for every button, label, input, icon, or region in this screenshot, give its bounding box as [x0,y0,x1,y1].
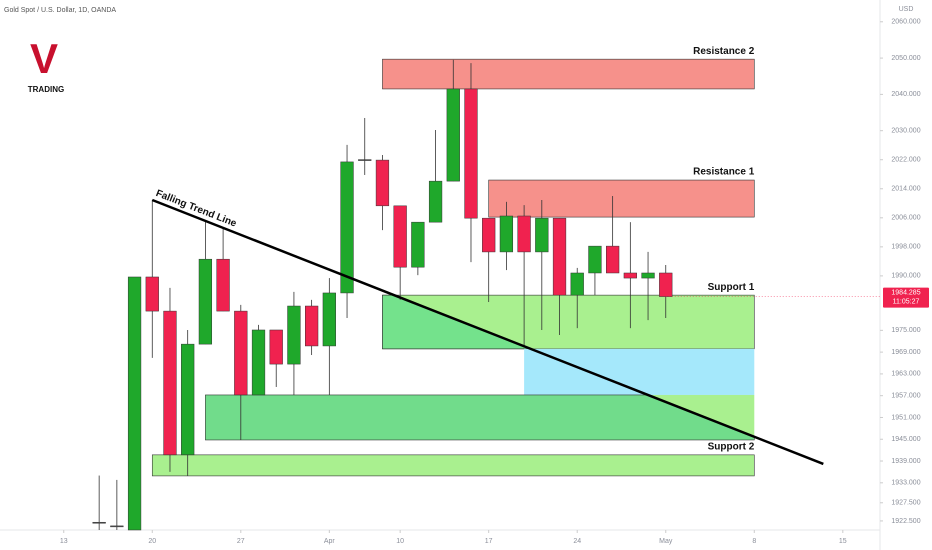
candle-body [305,305,319,347]
zone [524,348,755,395]
candle-body [269,329,283,365]
candle-body [570,272,584,296]
zone-label: Support 1 [708,282,755,293]
y-tick-label: 2014.000 [891,186,920,193]
candle-body [464,88,478,219]
x-tick-label: Apr [324,538,336,545]
y-tick-label: 1969.000 [891,349,920,356]
y-tick-label: 2006.000 [891,215,920,222]
x-tick-label: 17 [485,538,493,545]
header: Gold Spot / U.S. Dollar, 1D, OANDA [4,7,116,14]
candle-body [198,258,213,345]
trend-line [151,198,824,466]
candle-body [92,521,106,524]
candle-body [181,343,195,456]
candle-body [588,245,602,274]
x-tick-label: 10 [396,538,404,545]
y-tick-label: 1998.000 [891,244,920,251]
logo-mark: V [30,35,58,82]
candle-body [216,258,230,312]
y-tick-label: 1927.500 [891,500,920,507]
candle-body [411,221,425,268]
candle-body [428,180,443,223]
x-tick-label: 8 [752,538,756,545]
y-tick-label: 1990.000 [891,273,920,280]
y-tick-label: 1933.000 [891,480,920,487]
candle-body [623,272,637,279]
y-tick-label: 1963.000 [891,371,920,378]
candle-body [287,305,301,365]
candle-body [535,217,549,253]
candle-body [163,310,177,456]
y-tick-label: 1922.500 [891,518,920,525]
candle-body [127,276,142,531]
countdown: 11:05:27 [893,298,920,305]
zone-label: Resistance 1 [693,167,755,178]
y-tick-label: 1939.000 [891,458,920,465]
logo-text: TRADING [28,85,64,94]
candle-body [659,272,673,297]
x-tick-label: 13 [60,538,68,545]
candle-body [251,329,266,396]
candle-body [234,310,248,396]
candle-body [340,161,354,294]
x-tick-label: 20 [148,538,156,545]
y-tick-label: 2030.000 [891,128,920,135]
trend-line-label: Falling Trend Line [154,188,238,230]
x-tick-label: 27 [237,538,245,545]
y-tick-label: 1975.000 [891,327,920,334]
x-tick-label: 15 [839,538,847,545]
candle-body [145,276,159,312]
candle-body [446,88,460,182]
zone [488,179,755,218]
y-tick-label: 2050.000 [891,55,920,62]
last-price-label: 1984.285 [891,289,920,296]
candle-body [393,205,407,268]
candle-body [482,217,496,253]
y-tick-label: 2022.000 [891,157,920,164]
last-price-tag [883,287,929,308]
zone [382,58,755,90]
zone-label: Support 2 [708,441,755,452]
candle-body [358,159,372,161]
candle-body [110,525,124,528]
zone-label: Resistance 2 [693,46,755,57]
y-tick-label: 2040.000 [891,91,920,98]
candle-body [499,215,514,253]
candle-body [322,292,336,347]
y-tick-label: 2060.000 [891,19,920,26]
x-tick-label: May [659,538,673,545]
y-tick-label: 1951.000 [891,414,920,421]
y-tick-label: 1945.000 [891,436,920,443]
zone [151,454,755,477]
candle-body [552,217,567,296]
currency: USD [899,6,914,13]
y-tick-label: 1957.000 [891,393,920,400]
candle-body [517,215,531,253]
candle-body [606,245,620,274]
candle-body [641,272,655,279]
x-tick-label: 24 [573,538,581,545]
candle-body [375,159,390,207]
zone-below-line [205,394,755,441]
